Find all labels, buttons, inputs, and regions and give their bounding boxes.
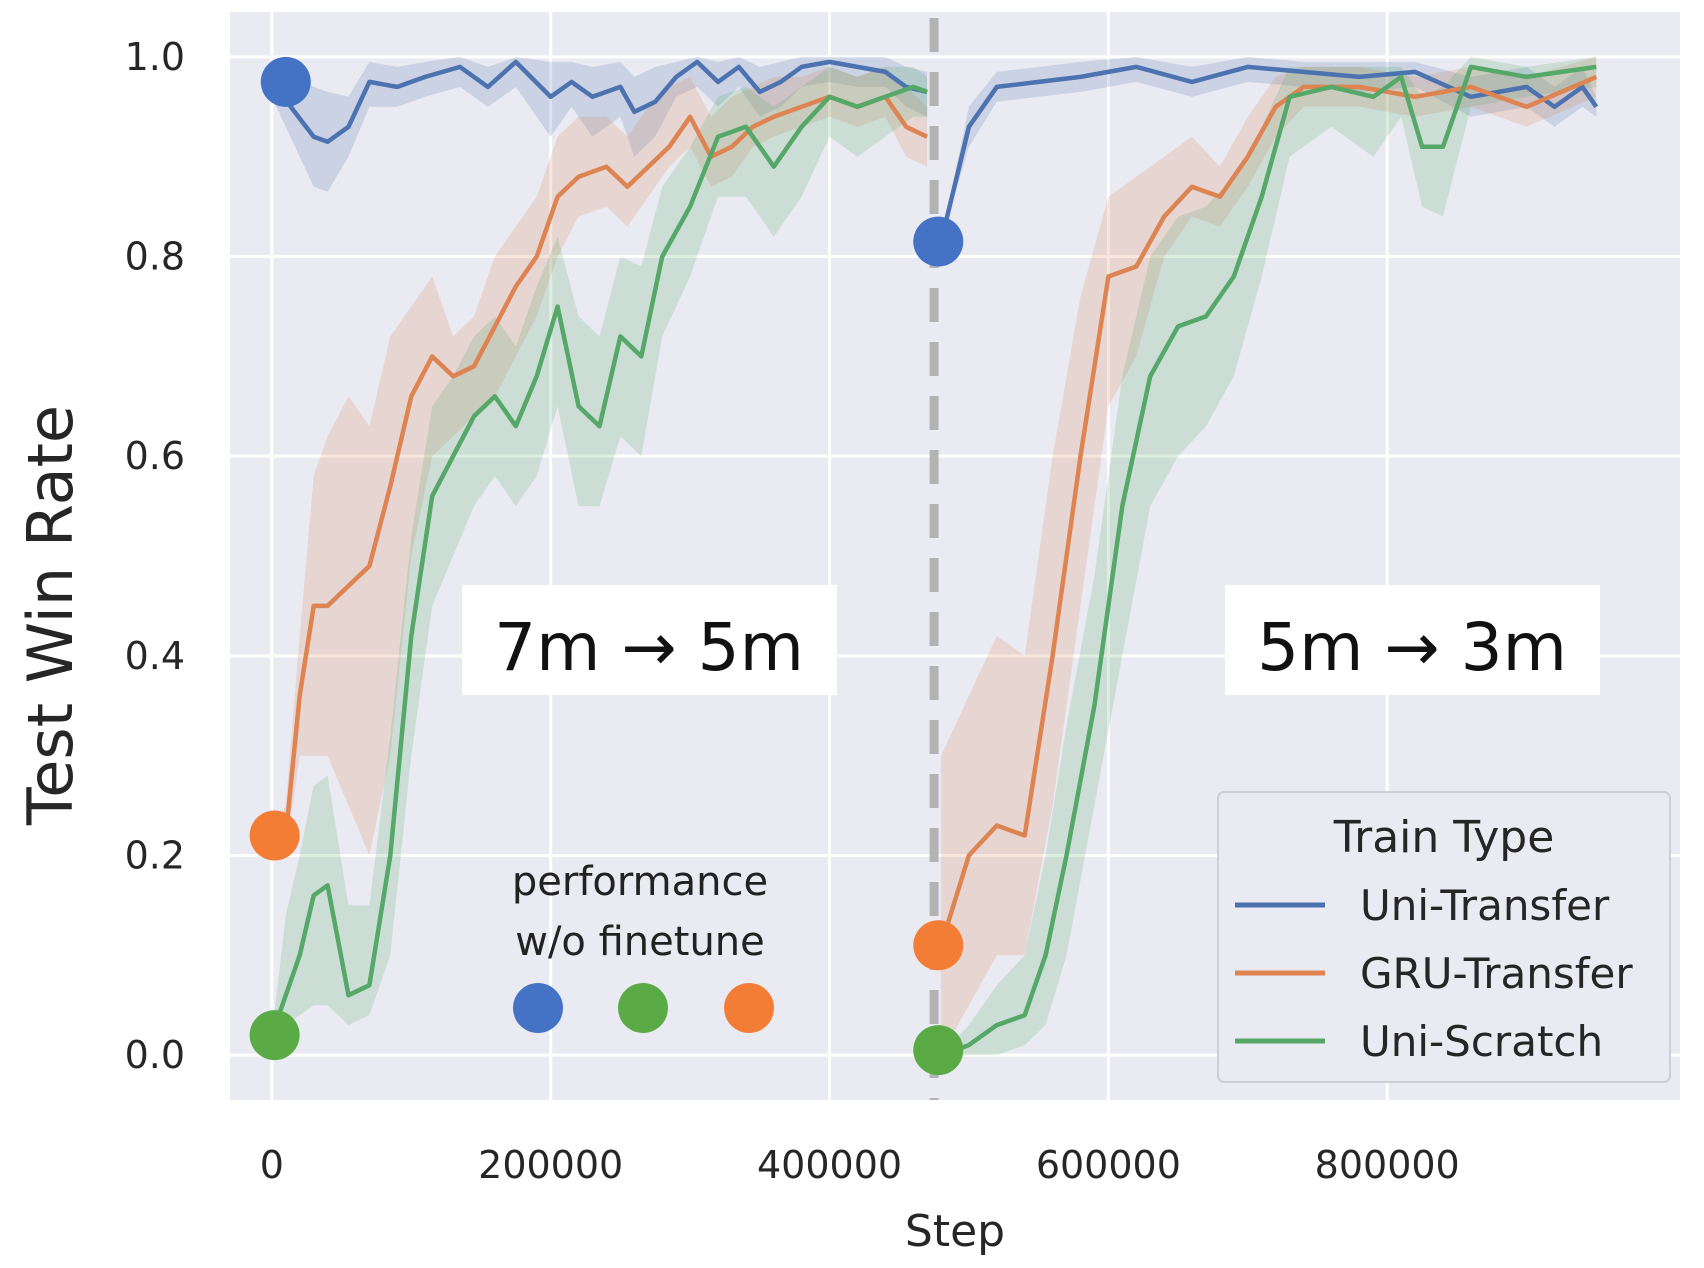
y-axis-title: Test Win Rate [14,405,87,826]
uni-scratch-pre-finetune-marker-2 [913,1025,964,1076]
uni-scratch-line-1 [269,84,928,1036]
series-lines [269,59,1599,1058]
legend-box [1217,791,1671,1083]
legend-title: Train Type [1333,812,1555,863]
y-tick-label: 0.6 [125,434,185,478]
axis-ticks: 0.0 0.2 0.4 0.6 0.8 1.0 0 200000 400000 600000 800… [125,35,1460,1187]
y-tick-label: 0.8 [125,235,185,279]
uni-transfer-pre-finetune-marker-1 [260,56,311,107]
right-transfer-label: 5m → 3m [1225,585,1600,695]
right-transfer-text: 5m → 3m [1257,609,1567,686]
note-line-1: performance [512,859,768,905]
x-tick-label: 200000 [478,1143,623,1187]
y-tick-label: 0.2 [125,833,185,877]
uni-transfer-line-2 [938,64,1599,243]
note-line-2: w/o finetune [515,919,765,965]
gru-transfer-line-2 [938,74,1598,946]
gru-transfer-pre-finetune-marker-1 [249,810,300,861]
x-tick-label: 600000 [1036,1143,1181,1187]
uni-transfer-pre-finetune-marker-2 [913,216,964,267]
gru-transfer-line-1 [271,94,929,838]
note-marker-blue [513,983,563,1033]
legend-label-uni-scratch: Uni-Scratch [1360,1017,1603,1066]
left-transfer-text: 7m → 5m [494,609,804,686]
uni-scratch-pre-finetune-marker-1 [249,1010,300,1061]
legend-label-gru-transfer: GRU-Transfer [1360,949,1633,998]
note-marker-orange [724,983,774,1033]
x-tick-label: 400000 [757,1143,902,1187]
legend-label-uni-transfer: Uni-Transfer [1360,881,1610,930]
x-tick-label: 0 [260,1143,284,1187]
gru-transfer-band-1 [271,66,928,856]
uni-transfer-line-1 [270,59,928,145]
y-tick-label: 0.0 [125,1033,185,1077]
y-tick-label: 0.4 [125,634,185,678]
pre-finetune-note: performance w/o finetune [512,859,774,1033]
x-axis-title: Step [905,1206,1005,1257]
legend: Train Type Uni-Transfer GRU-Transfer Uni-S… [1217,791,1671,1083]
y-tick-label: 1.0 [125,35,185,79]
note-marker-green [618,983,668,1033]
uni-scratch-line-2 [940,64,1597,1058]
gru-transfer-pre-finetune-marker-2 [913,920,964,971]
x-tick-label: 800000 [1315,1143,1460,1187]
left-transfer-label: 7m → 5m [462,585,837,695]
pre-finetune-markers [249,56,964,1076]
